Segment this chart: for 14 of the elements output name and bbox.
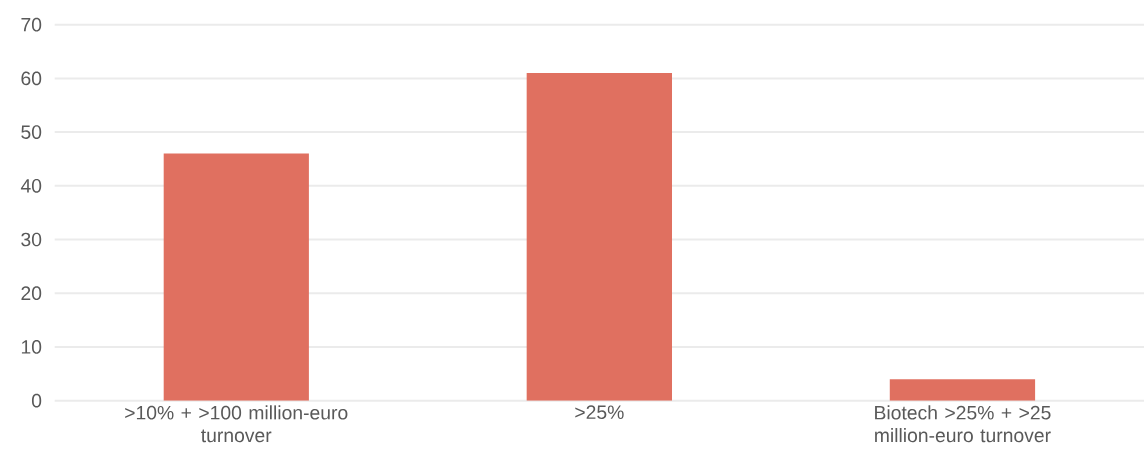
- y-tick-label: 0: [31, 393, 42, 408]
- y-tick-label: 60: [21, 71, 42, 86]
- x-tick-label: Biotech >25% + >25 million-euro turnover: [875, 405, 1051, 443]
- x-tick-label: >10% + >100 million-euro turnover: [125, 405, 348, 443]
- y-tick-label: 10: [21, 340, 42, 354]
- bar: [163, 153, 309, 401]
- y-tick-label: 30: [21, 232, 42, 247]
- y-tick-label: 40: [20, 178, 42, 193]
- bar: [526, 73, 673, 401]
- x-tick-label: >25%: [575, 405, 624, 420]
- y-tick-label: 50: [21, 125, 42, 139]
- y-tick-label: 70: [21, 17, 42, 32]
- y-tick-label: 20: [21, 286, 42, 301]
- bar: [889, 379, 1036, 401]
